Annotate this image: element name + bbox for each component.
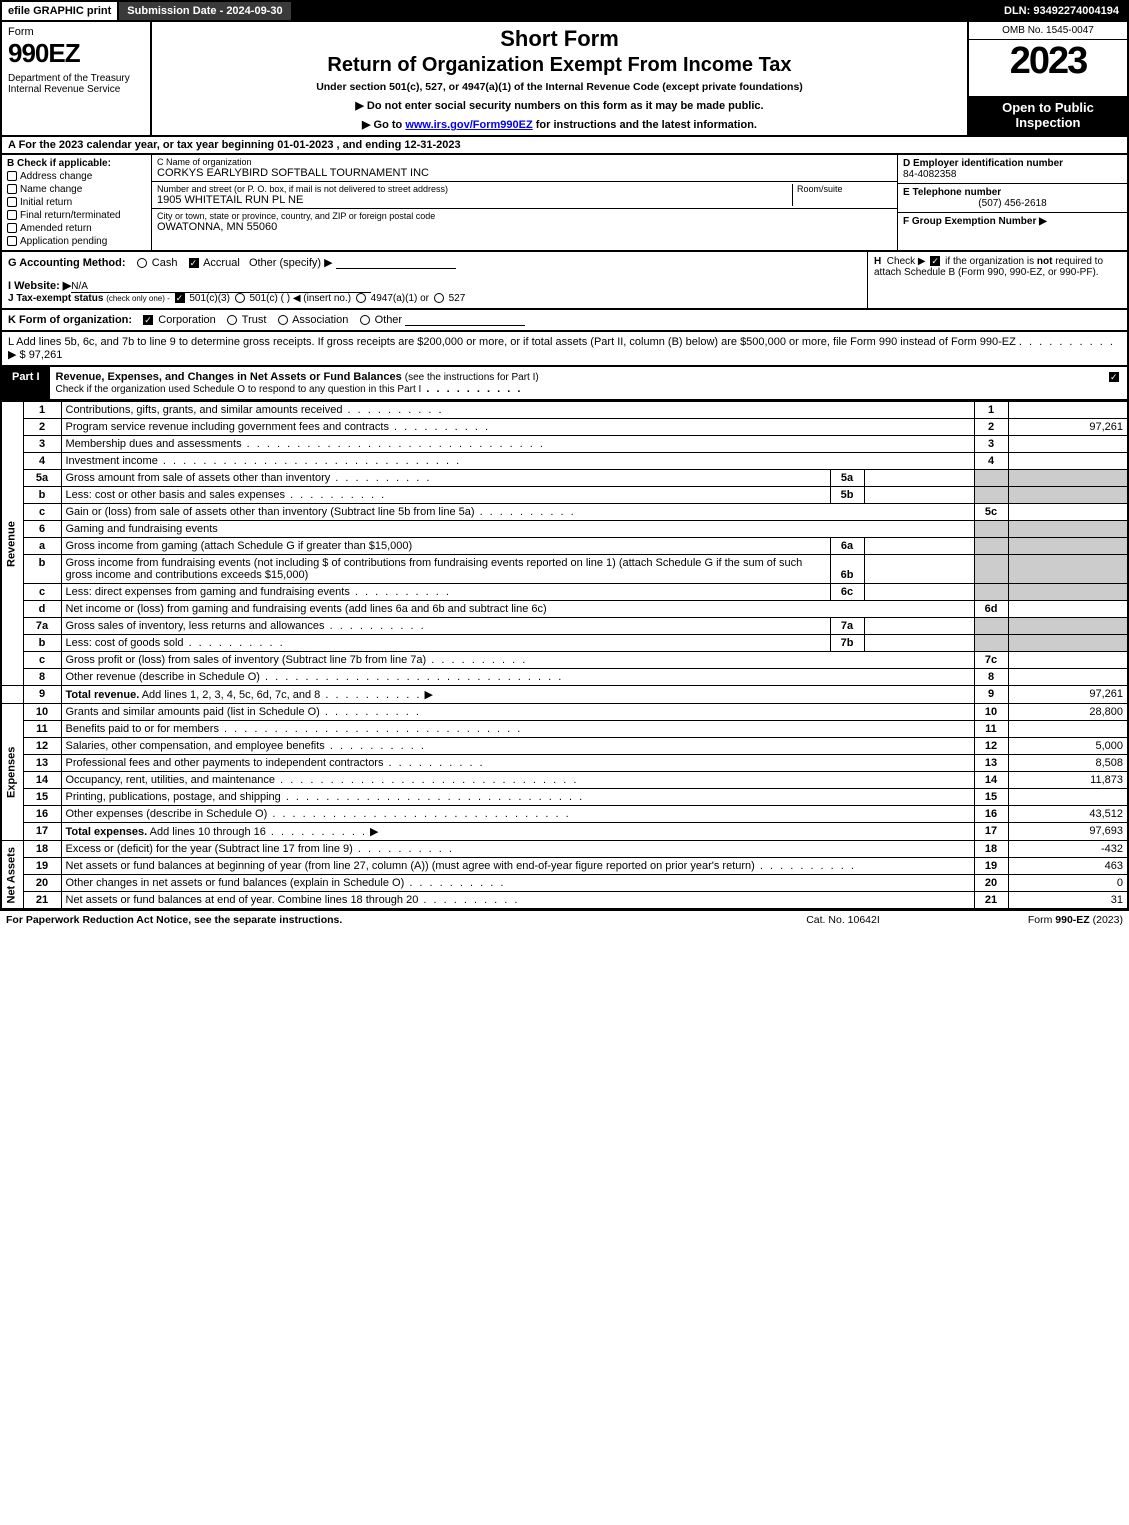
section-b: B Check if applicable: Address change Na… — [2, 155, 152, 250]
rad-527[interactable] — [434, 293, 444, 303]
page-footer: For Paperwork Reduction Act Notice, see … — [0, 910, 1129, 929]
form-header: Form 990EZ Department of the Treasury In… — [0, 22, 1129, 137]
address-cell: Number and street (or P. O. box, if mail… — [152, 182, 897, 209]
org-name: CORKYS EARLYBIRD SOFTBALL TOURNAMENT INC — [157, 167, 892, 179]
net-assets-eoy: 31 — [1008, 892, 1128, 910]
entity-block: B Check if applicable: Address change Na… — [0, 155, 1129, 252]
chk-schedule-b[interactable] — [930, 256, 940, 266]
instruction-1: ▶ Do not enter social security numbers o… — [160, 99, 959, 112]
total-revenue: 97,261 — [1008, 686, 1128, 704]
gh-left: G Accounting Method: Cash Accrual Other … — [2, 252, 867, 308]
form-footer-id: Form 990-EZ (2023) — [943, 914, 1123, 926]
part1-tag: Part I — [2, 367, 50, 399]
rad-association[interactable] — [278, 315, 288, 325]
top-bar: efile GRAPHIC print Submission Date - 20… — [0, 0, 1129, 22]
efile-label: efile GRAPHIC print — [2, 2, 117, 20]
street-address: 1905 WHITETAIL RUN PL NE — [157, 194, 792, 206]
catalog-number: Cat. No. 10642I — [743, 914, 943, 926]
paperwork-notice: For Paperwork Reduction Act Notice, see … — [6, 914, 743, 926]
header-center: Short Form Return of Organization Exempt… — [152, 22, 967, 135]
accounting-method: G Accounting Method: Cash Accrual Other … — [8, 256, 861, 269]
chk-name-change[interactable]: Name change — [7, 184, 146, 195]
chk-final-return[interactable]: Final return/terminated — [7, 210, 146, 221]
title-short: Short Form — [160, 26, 959, 52]
subtitle: Under section 501(c), 527, or 4947(a)(1)… — [160, 81, 959, 93]
expenses-sidelabel: Expenses — [1, 704, 23, 841]
rad-trust[interactable] — [227, 315, 237, 325]
rad-4947[interactable] — [356, 293, 366, 303]
part1-title: Revenue, Expenses, and Changes in Net As… — [50, 367, 1101, 399]
website-line: I Website: ▶N/A — [8, 279, 861, 293]
chk-application-pending[interactable]: Application pending — [7, 236, 146, 247]
department: Department of the Treasury Internal Reve… — [8, 73, 144, 95]
part1-table: Revenue 1Contributions, gifts, grants, a… — [0, 401, 1129, 910]
submission-date: Submission Date - 2024-09-30 — [117, 2, 290, 20]
gh-block: G Accounting Method: Cash Accrual Other … — [0, 252, 1129, 310]
form-word: Form — [8, 26, 144, 38]
rad-other-org[interactable] — [360, 315, 370, 325]
instruction-2: ▶ Go to www.irs.gov/Form990EZ for instru… — [160, 118, 959, 131]
section-l: L Add lines 5b, 6c, and 7b to line 9 to … — [0, 332, 1129, 367]
ein-cell: D Employer identification number 84-4082… — [898, 155, 1127, 184]
section-k: K Form of organization: Corporation Trus… — [0, 310, 1129, 332]
tax-exempt-status: J Tax-exempt status (check only one) - 5… — [8, 293, 861, 304]
total-expenses: 97,693 — [1008, 823, 1128, 841]
entity-right: D Employer identification number 84-4082… — [897, 155, 1127, 250]
line2-amount: 97,261 — [1008, 419, 1128, 436]
part1-header: Part I Revenue, Expenses, and Changes in… — [0, 367, 1129, 401]
title-main: Return of Organization Exempt From Incom… — [160, 54, 959, 77]
chk-address-change[interactable]: Address change — [7, 171, 146, 182]
gross-receipts: ▶ $ 97,261 — [8, 349, 62, 361]
dln: DLN: 93492274004194 — [996, 2, 1127, 20]
ein: 84-4082358 — [903, 169, 1122, 180]
netassets-sidelabel: Net Assets — [1, 841, 23, 910]
revenue-sidelabel: Revenue — [1, 402, 23, 686]
city-cell: City or town, state or province, country… — [152, 209, 897, 235]
inspection-badge: Open to Public Inspection — [969, 96, 1127, 135]
room-suite: Room/suite — [792, 184, 892, 206]
chk-amended-return[interactable]: Amended return — [7, 223, 146, 234]
section-h: H Check ▶ if the organization is not req… — [867, 252, 1127, 308]
omb-number: OMB No. 1545-0047 — [969, 22, 1127, 40]
header-left: Form 990EZ Department of the Treasury In… — [2, 22, 152, 135]
header-right: OMB No. 1545-0047 2023 Open to Public In… — [967, 22, 1127, 135]
org-name-cell: C Name of organization CORKYS EARLYBIRD … — [152, 155, 897, 182]
group-exemption-cell: F Group Exemption Number ▶ — [898, 213, 1127, 230]
entity-mid: C Name of organization CORKYS EARLYBIRD … — [152, 155, 897, 250]
irs-link[interactable]: www.irs.gov/Form990EZ — [405, 119, 532, 131]
row-a: A For the 2023 calendar year, or tax yea… — [0, 137, 1129, 155]
section-b-header: B Check if applicable: — [7, 158, 146, 169]
chk-schedule-o[interactable] — [1109, 372, 1119, 382]
chk-corporation[interactable] — [143, 315, 153, 325]
phone: (507) 456-2618 — [903, 198, 1122, 209]
city-state-zip: OWATONNA, MN 55060 — [157, 221, 892, 233]
tax-year: 2023 — [969, 40, 1127, 96]
rad-501c[interactable] — [235, 293, 245, 303]
chk-initial-return[interactable]: Initial return — [7, 197, 146, 208]
website-value: N/A — [71, 281, 371, 293]
chk-accrual[interactable] — [189, 258, 199, 268]
form-number: 990EZ — [8, 38, 144, 69]
phone-cell: E Telephone number (507) 456-2618 — [898, 184, 1127, 213]
rad-cash[interactable] — [137, 258, 147, 268]
chk-501c3[interactable] — [175, 293, 185, 303]
